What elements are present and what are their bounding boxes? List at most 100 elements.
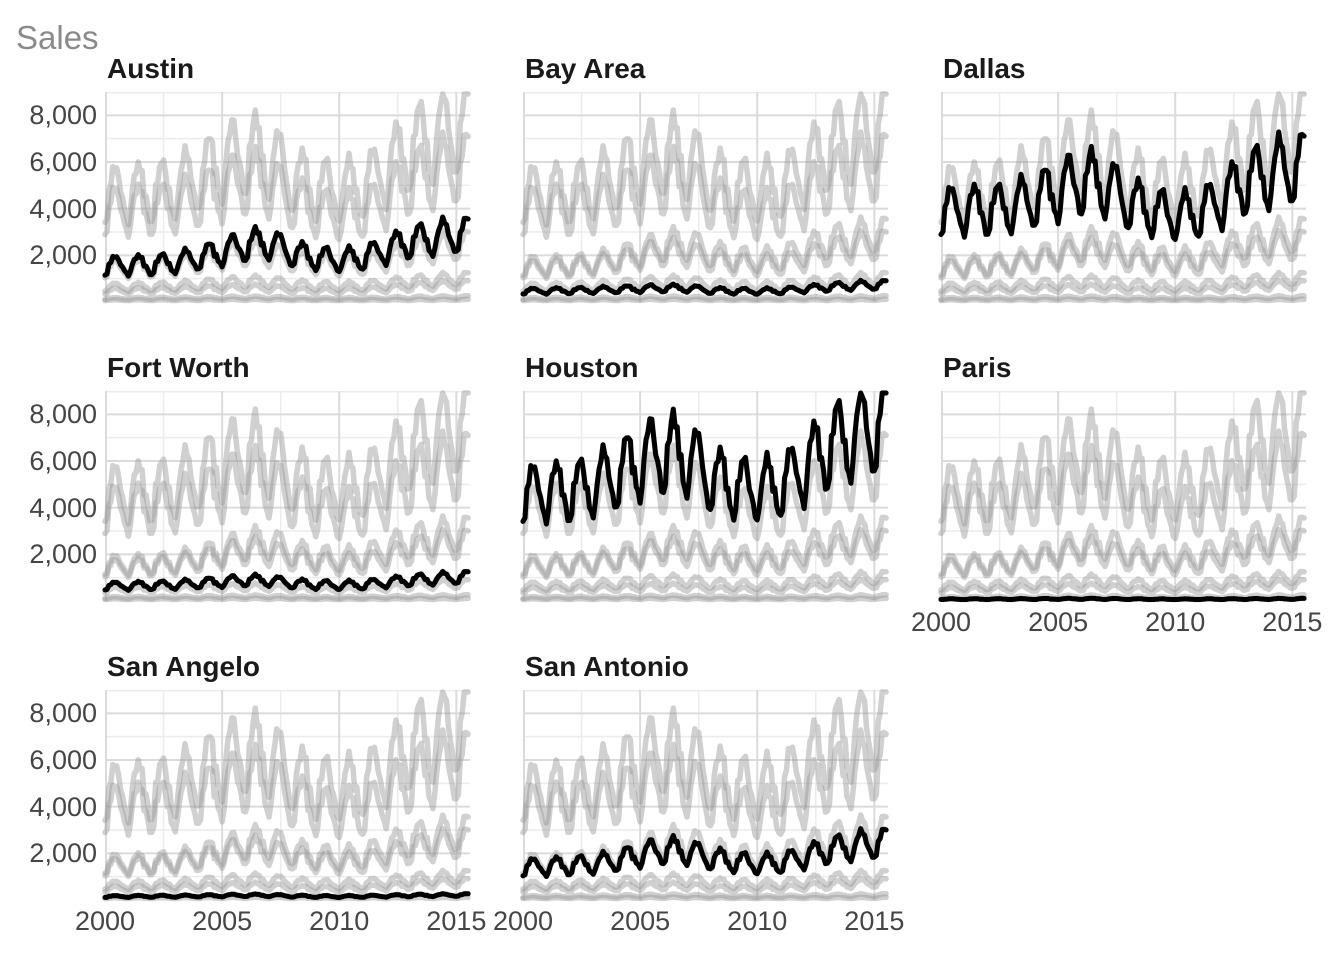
facet-plot-san-angelo xyxy=(102,689,471,902)
context-line-san-antonio xyxy=(938,526,1307,581)
facet-title-austin: Austin xyxy=(107,53,195,84)
x-tick-label: 2005 xyxy=(610,906,671,936)
highlight-line-houston xyxy=(520,390,889,527)
context-line-houston xyxy=(938,390,1307,527)
context-line-bay-area xyxy=(938,576,1307,596)
context-line-paris xyxy=(102,296,471,304)
x-tick-label: 2010 xyxy=(727,906,788,936)
context-line-bay-area xyxy=(520,875,889,895)
facet-title-san-antonio: San Antonio xyxy=(525,651,689,682)
highlight-line-dallas xyxy=(938,129,1307,242)
context-line-houston xyxy=(520,689,889,826)
context-line-fort-worth xyxy=(102,867,471,893)
context-line-fort-worth xyxy=(102,269,471,295)
context-line-bay-area xyxy=(102,576,471,596)
context-line-san-angelo xyxy=(102,292,471,303)
context-line-paris xyxy=(520,296,889,304)
y-tick-label: 6,000 xyxy=(29,147,97,177)
facet-title-houston: Houston xyxy=(525,352,639,383)
context-line-dallas xyxy=(102,428,471,542)
facet-plot-bay-area xyxy=(520,91,889,304)
context-line-dallas xyxy=(938,428,1307,542)
context-line-austin xyxy=(520,214,889,279)
context-line-san-antonio xyxy=(520,526,889,581)
context-line-bay-area xyxy=(520,576,889,596)
highlight-line-paris xyxy=(938,595,1307,602)
context-line-austin xyxy=(938,513,1307,578)
facet-title-bay-area: Bay Area xyxy=(525,53,646,84)
y-tick-label: 4,000 xyxy=(29,492,97,523)
highlight-line-fort-worth xyxy=(102,568,471,593)
x-tick-label: 2005 xyxy=(192,906,253,936)
facet-title-dallas: Dallas xyxy=(943,53,1026,84)
context-line-bay-area xyxy=(102,277,471,297)
y-tick-label: 6,000 xyxy=(29,745,97,775)
context-line-fort-worth xyxy=(520,269,889,295)
context-line-san-angelo xyxy=(102,591,471,602)
x-tick-label: 2015 xyxy=(426,906,487,936)
context-line-dallas xyxy=(520,727,889,841)
context-line-fort-worth xyxy=(520,867,889,893)
context-line-san-antonio xyxy=(102,526,471,581)
context-line-dallas xyxy=(520,129,889,243)
facet-title-fort-worth: Fort Worth xyxy=(107,352,250,383)
facet-title-paris: Paris xyxy=(943,352,1012,383)
context-line-dallas xyxy=(520,428,889,542)
context-line-austin xyxy=(102,812,471,877)
context-line-austin xyxy=(938,214,1307,279)
context-line-fort-worth xyxy=(938,568,1307,594)
highlight-line-san-antonio xyxy=(520,826,889,879)
highlight-line-austin xyxy=(102,214,471,279)
context-line-dallas xyxy=(102,129,471,243)
context-line-bay-area xyxy=(938,277,1307,297)
context-line-san-antonio xyxy=(938,227,1307,282)
x-tick-label: 2015 xyxy=(1262,607,1323,637)
context-line-paris xyxy=(520,595,889,603)
context-line-houston xyxy=(938,91,1307,228)
context-line-paris xyxy=(102,595,471,603)
x-tick-label: 2000 xyxy=(910,607,972,637)
facet-plot-paris xyxy=(938,390,1307,603)
context-line-houston xyxy=(102,91,471,228)
y-tick-label: 4,000 xyxy=(29,193,97,224)
x-tick-label: 2010 xyxy=(309,906,370,936)
context-line-houston xyxy=(520,91,889,228)
context-line-austin xyxy=(102,513,471,578)
context-line-paris xyxy=(520,894,889,902)
y-tick-label: 2,000 xyxy=(29,838,97,869)
context-line-fort-worth xyxy=(938,269,1307,295)
context-line-san-antonio xyxy=(102,825,471,880)
context-line-austin xyxy=(520,513,889,578)
context-line-houston xyxy=(102,689,471,826)
facet-plot-austin xyxy=(102,91,471,304)
context-line-houston xyxy=(102,390,471,527)
y-tick-label: 8,000 xyxy=(29,399,97,430)
x-tick-label: 2010 xyxy=(1145,607,1206,637)
highlight-line-san-angelo xyxy=(102,891,471,900)
facet-plot-fort-worth xyxy=(102,390,471,603)
context-line-san-antonio xyxy=(520,227,889,282)
highlight-line-bay-area xyxy=(520,277,889,297)
context-line-san-angelo xyxy=(520,890,889,901)
x-tick-label: 2000 xyxy=(492,906,554,936)
x-tick-label: 2000 xyxy=(74,906,136,936)
context-line-san-angelo xyxy=(520,292,889,303)
context-line-san-angelo xyxy=(520,591,889,602)
context-line-dallas xyxy=(102,727,471,841)
chart-title: Sales xyxy=(16,19,99,56)
context-line-bay-area xyxy=(102,875,471,895)
facet-plot-dallas xyxy=(938,91,1307,304)
y-tick-label: 4,000 xyxy=(29,791,97,822)
y-tick-label: 2,000 xyxy=(29,539,97,570)
context-line-san-angelo xyxy=(938,292,1307,303)
x-tick-label: 2005 xyxy=(1028,607,1089,637)
facet-plot-houston xyxy=(520,390,889,603)
facet-plot-san-antonio xyxy=(520,689,889,902)
context-line-paris xyxy=(938,296,1307,304)
y-tick-label: 8,000 xyxy=(29,698,97,729)
y-tick-label: 6,000 xyxy=(29,446,97,476)
y-tick-label: 8,000 xyxy=(29,100,97,131)
facet-title-san-angelo: San Angelo xyxy=(107,651,260,682)
context-line-fort-worth xyxy=(520,568,889,594)
